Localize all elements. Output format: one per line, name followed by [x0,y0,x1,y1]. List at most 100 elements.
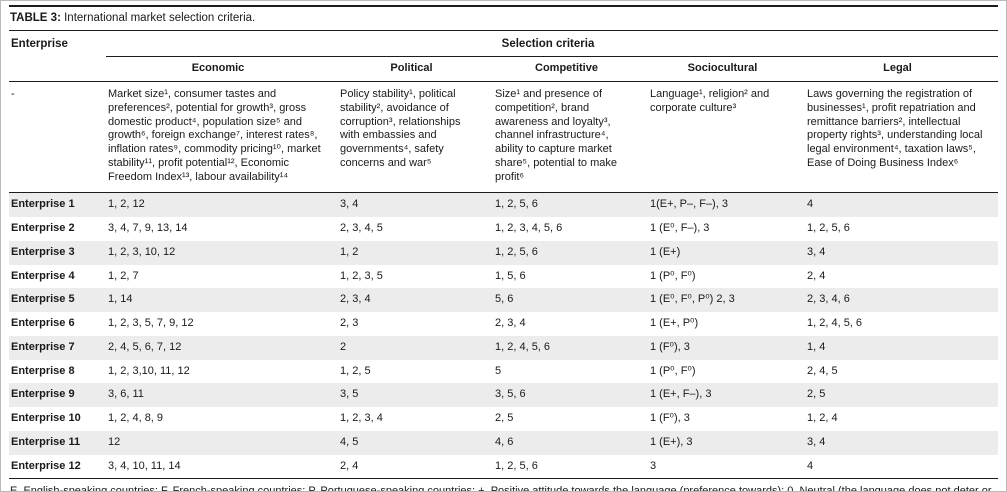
cell-political: 4, 5 [340,435,359,448]
column-header-political: Political [338,56,493,83]
criteria-economic: Market size¹, consumer tastes and prefer… [106,81,338,194]
cell-sociocultural: 1 (E⁰, F–), 3 [650,222,710,235]
enterprise-cell: Enterprise 5 [11,293,75,306]
enterprise-cell: Enterprise 2 [11,222,75,235]
cell-sociocultural: 1 (E⁰, F⁰, P⁰) 2, 3 [650,293,735,306]
cell-legal: 1, 4 [807,340,826,353]
cell-competitive: 3, 5, 6 [495,388,526,401]
criteria-enterprise-dash: - [9,81,106,194]
cell-sociocultural: 1(E+, P–, F–), 3 [650,198,728,211]
enterprise-cell: Enterprise 4 [11,269,75,282]
cell-political: 1, 2 [340,245,359,258]
cell-economic: 12 [108,435,121,448]
cell-political: 3, 5 [340,388,359,401]
cell-legal: 4 [805,454,998,480]
cell-competitive: 1, 2, 5, 6 [493,454,648,480]
criteria-description-body: - Market size¹, consumer tastes and pref… [9,81,998,194]
table-row: Enterprise 6 1, 2, 3, 5, 7, 9, 12 2, 3 2, 3… [9,312,998,336]
cell-legal: 1, 2, 4 [807,412,838,425]
table-row: Enterprise 9 3, 6, 11 3, 5 3, 5, 6 1 (E+, F–… [9,383,998,408]
cell-economic: 1, 2, 3, 5, 7, 9, 12 [108,317,194,330]
criteria-sociocultural: Language¹, religion² and corporate cultu… [648,81,805,194]
enterprise-cell: Enterprise 7 [11,340,75,353]
cell-political: 1, 2, 3, 5 [340,269,383,282]
cell-political: 2, 3, 4, 5 [340,222,383,235]
table-title: International market selection criteria. [64,12,256,24]
table-head: Enterprise Selection criteria Economic P… [9,31,998,83]
table-row: Enterprise 4 1, 2, 7 1, 2, 3, 5 1, 5, 6 1 (P… [9,264,998,289]
cell-sociocultural: 1 (E+, F–), 3 [650,388,712,401]
cell-legal: 3, 4 [807,435,826,448]
enterprise-cell: Enterprise 12 [9,454,106,480]
cell-economic: 1, 2, 3,10, 11, 12 [108,364,190,377]
cell-political: 3, 4 [340,198,359,211]
column-header-economic: Economic [106,56,338,83]
cell-legal: 1, 2, 4, 5, 6 [807,317,863,330]
table-row: Enterprise 2 3, 4, 7, 9, 13, 14 2, 3, 4, 5… [9,217,998,241]
table-caption: TABLE 3: International market selection … [9,5,998,31]
enterprise-rows-body: Enterprise 1 1, 2, 12 3, 4 1, 2, 5, 6 1(E+, … [9,192,998,480]
enterprise-cell: Enterprise 9 [11,388,75,401]
table-footnote: E, English-speaking countries; F, French… [10,485,992,492]
column-header-competitive: Competitive [493,56,648,83]
cell-competitive: 5 [495,364,502,377]
cell-competitive: 1, 2, 5, 6 [495,198,538,211]
cell-legal: 4 [807,198,814,211]
cell-sociocultural: 3 [648,454,805,480]
criteria-description-row: - Market size¹, consumer tastes and pref… [9,81,998,194]
column-header-legal: Legal [805,56,998,83]
group-header-row: Enterprise Selection criteria [9,31,998,58]
column-header-row: Economic Political Competitive Sociocult… [9,56,998,83]
cell-economic: 1, 2, 4, 8, 9 [108,412,164,425]
enterprise-cell: Enterprise 1 [11,198,75,211]
cell-economic: 3, 6, 11 [108,388,144,401]
market-selection-table: Enterprise Selection criteria Economic P… [9,31,998,480]
cell-competitive: 1, 5, 6 [495,269,526,282]
table-row: Enterprise 10 1, 2, 4, 8, 9 1, 2, 3, 4 2, 5… [9,407,998,431]
cell-sociocultural: 1 (P⁰, F⁰) [650,364,696,377]
cell-legal: 2, 4 [807,269,826,282]
enterprise-cell: Enterprise 8 [11,364,75,377]
enterprise-cell: Enterprise 10 [11,412,81,425]
table-row: Enterprise 3 1, 2, 3, 10, 12 1, 2 1, 2, 5, … [9,240,998,265]
cell-political: 2, 3, 4 [340,293,371,306]
cell-political: 2, 4 [338,454,493,480]
cell-legal: 1, 2, 5, 6 [807,222,850,235]
cell-economic: 1, 2, 3, 10, 12 [108,245,176,258]
cell-legal: 2, 3, 4, 6 [807,293,850,306]
table-row: Enterprise 7 2, 4, 5, 6, 7, 12 2 1, 2, 4, 5… [9,335,998,360]
cell-economic: 1, 2, 12 [108,198,145,211]
table-row: Enterprise 11 12 4, 5 4, 6 1 (E+), 3 3, 4 [9,430,998,455]
cell-competitive: 1, 2, 4, 5, 6 [495,340,551,353]
cell-legal: 3, 4 [807,245,826,258]
cell-legal: 2, 4, 5 [807,364,838,377]
criteria-legal: Laws governing the registration of busin… [805,81,998,194]
table-label: TABLE 3: [10,12,61,24]
enterprise-cell: Enterprise 11 [11,435,81,448]
cell-sociocultural: 1 (P⁰, F⁰) [650,269,696,282]
enterprise-cell: Enterprise 6 [11,317,75,330]
table-row: Enterprise 1 1, 2, 12 3, 4 1, 2, 5, 6 1(E+, … [9,192,998,218]
cell-economic: 1, 2, 7 [108,269,139,282]
cell-political: 2, 3 [340,317,359,330]
cell-sociocultural: 1 (E+, P⁰) [650,317,699,330]
table-row: Enterprise 12 3, 4, 10, 11, 14 2, 4 1, 2, 5… [9,454,998,480]
cell-legal: 2, 5 [807,388,826,401]
enterprise-header-spacer [9,56,106,83]
cell-competitive: 2, 3, 4 [495,317,526,330]
cell-competitive: 5, 6 [495,293,514,306]
cell-competitive: 2, 5 [495,412,514,425]
table-row: Enterprise 5 1, 14 2, 3, 4 5, 6 1 (E⁰, F⁰, P… [9,288,998,313]
criteria-political: Policy stability¹, political stability²,… [338,81,493,194]
cell-political: 2 [340,340,347,353]
cell-sociocultural: 1 (E+), 3 [650,435,693,448]
cell-sociocultural: 1 (F⁰), 3 [650,340,690,353]
enterprise-header: Enterprise [11,38,68,50]
cell-economic: 3, 4, 7, 9, 13, 14 [108,222,188,235]
cell-economic: 1, 14 [108,293,133,306]
cell-political: 1, 2, 3, 4 [340,412,383,425]
criteria-competitive: Size¹ and presence of competition², bran… [493,81,648,194]
cell-political: 1, 2, 5 [340,364,371,377]
cell-competitive: 1, 2, 3, 4, 5, 6 [495,222,563,235]
cell-economic: 3, 4, 10, 11, 14 [106,454,338,480]
